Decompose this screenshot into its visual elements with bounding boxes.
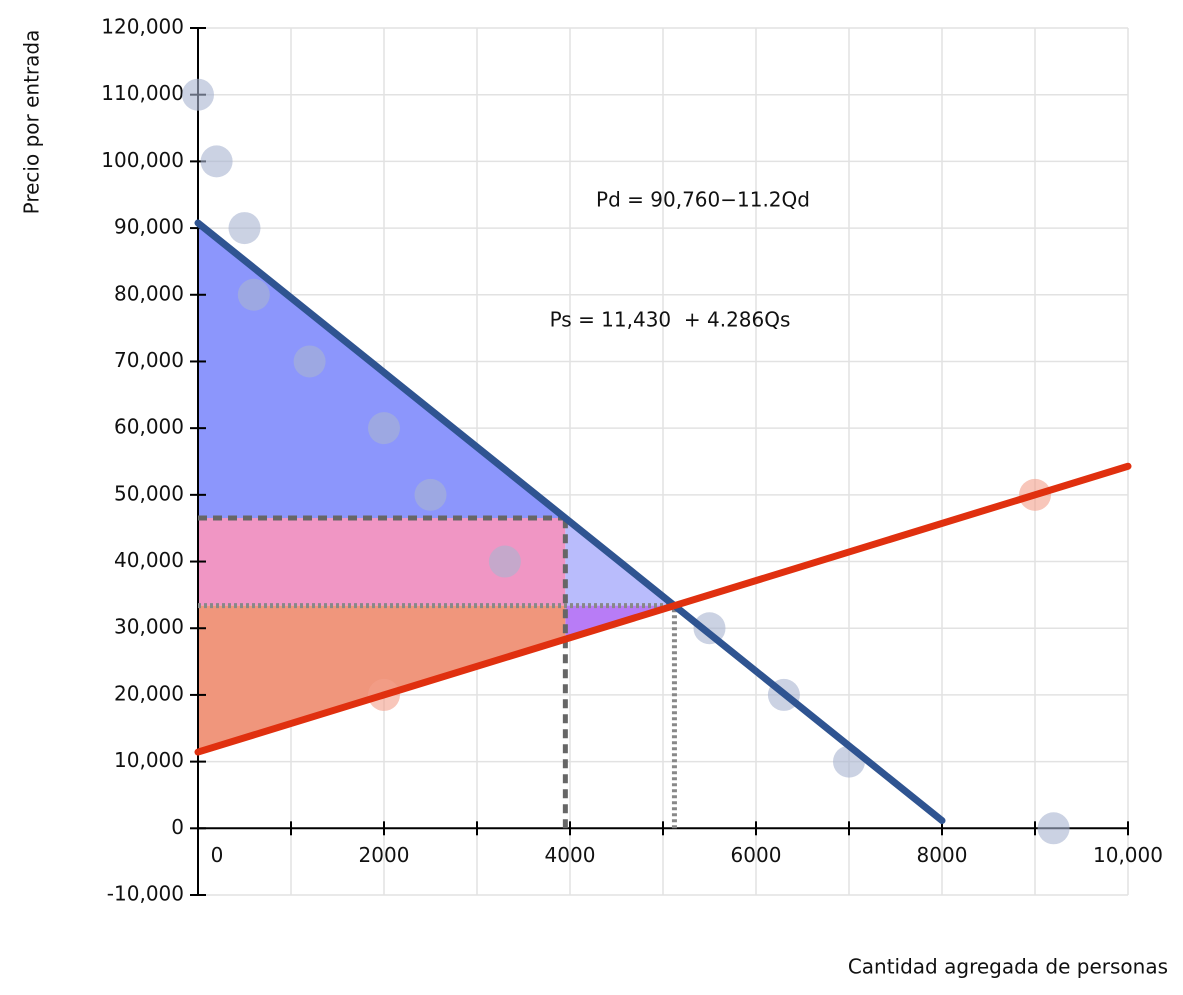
y-tick-label: -10,000 [107,882,184,906]
x-tick-label: 0 [211,843,224,867]
y-tick-label: 40,000 [114,548,184,572]
x-axis-title: Cantidad agregada de personas [848,955,1168,979]
point [368,412,400,445]
y-tick-label: 80,000 [114,281,184,305]
y-tick-label: 100,000 [101,148,184,172]
point [182,78,214,111]
quota-rent [198,518,566,606]
point [237,278,270,311]
point [228,212,261,245]
y-tick-label: 20,000 [114,681,184,705]
point [293,345,326,378]
point [200,145,233,178]
y-tick-label: 110,000 [101,81,184,105]
y-tick-label: 90,000 [114,215,184,239]
y-tick-label: 30,000 [114,615,184,639]
y-tick-label: 50,000 [114,481,184,505]
supply-line [194,462,1132,756]
y-tick-label: 10,000 [114,748,184,772]
x-tick-label: 6000 [731,843,782,867]
producer-surplus [198,605,566,753]
y-tick-label: 0 [171,815,184,839]
y-tick-label: 60,000 [114,415,184,439]
x-tick-label: 4000 [545,843,596,867]
annotation: Ps = 11,430 + 4.286Qs [550,308,791,332]
y-axis-title: Precio por entrada [20,30,44,215]
y-tick-label: 70,000 [114,348,184,372]
point [414,478,447,511]
x-tick-label: 10,000 [1093,843,1163,867]
point [1037,812,1070,845]
y-tick-label: 120,000 [101,15,184,39]
point [488,545,521,578]
demand-line [194,219,946,825]
annotation: Pd = 90,760−11.2Qd [596,188,810,212]
x-tick-label: 2000 [359,843,410,867]
x-tick-label: 8000 [917,843,968,867]
